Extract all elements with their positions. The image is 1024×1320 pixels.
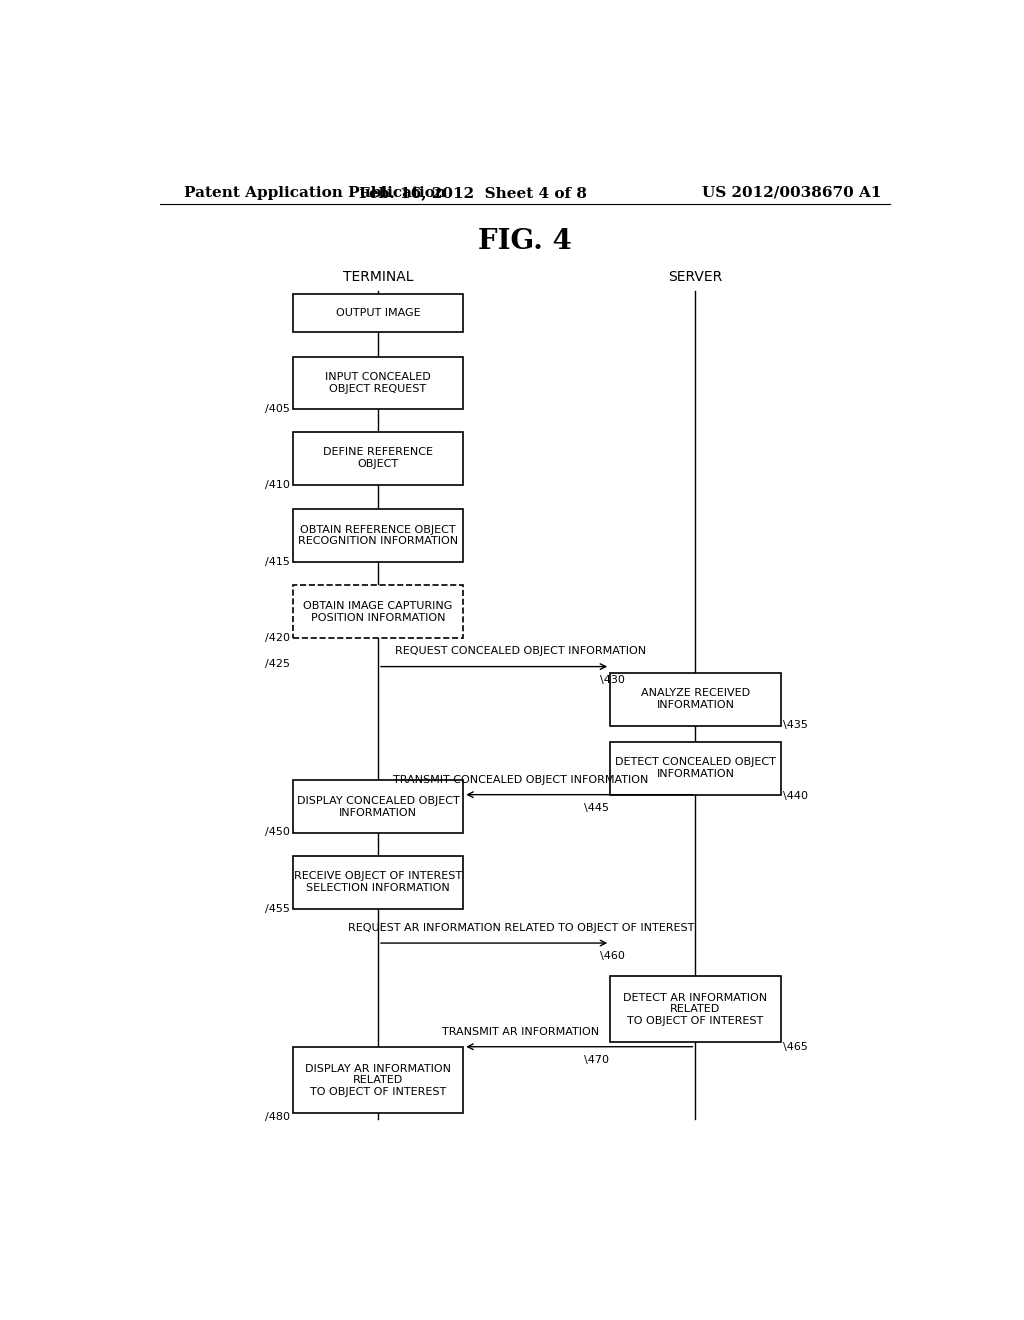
Bar <box>293 585 463 638</box>
Text: SERVER: SERVER <box>669 271 723 284</box>
Text: TRANSMIT CONCEALED OBJECT INFORMATION: TRANSMIT CONCEALED OBJECT INFORMATION <box>393 775 648 784</box>
Bar <box>293 356 463 409</box>
Bar <box>293 293 463 333</box>
Text: ANALYZE RECEIVED
INFORMATION: ANALYZE RECEIVED INFORMATION <box>641 688 750 710</box>
Text: /415: /415 <box>265 557 290 566</box>
Text: DETECT CONCEALED OBJECT
INFORMATION: DETECT CONCEALED OBJECT INFORMATION <box>615 758 776 779</box>
Bar <box>293 855 463 908</box>
Text: /480: /480 <box>265 1111 290 1122</box>
Text: \440: \440 <box>783 791 808 801</box>
Text: OBTAIN IMAGE CAPTURING
POSITION INFORMATION: OBTAIN IMAGE CAPTURING POSITION INFORMAT… <box>303 601 453 623</box>
Text: REQUEST CONCEALED OBJECT INFORMATION: REQUEST CONCEALED OBJECT INFORMATION <box>395 647 646 656</box>
Bar <box>610 975 780 1043</box>
Text: TRANSMIT AR INFORMATION: TRANSMIT AR INFORMATION <box>442 1027 599 1036</box>
Text: \465: \465 <box>783 1041 808 1052</box>
Bar <box>293 1047 463 1113</box>
Bar <box>293 510 463 562</box>
Text: OBTAIN REFERENCE OBJECT
RECOGNITION INFORMATION: OBTAIN REFERENCE OBJECT RECOGNITION INFO… <box>298 524 458 546</box>
Text: INPUT CONCEALED
OBJECT REQUEST: INPUT CONCEALED OBJECT REQUEST <box>325 372 431 393</box>
Text: Feb. 16, 2012  Sheet 4 of 8: Feb. 16, 2012 Sheet 4 of 8 <box>359 186 587 199</box>
Text: Patent Application Publication: Patent Application Publication <box>183 186 445 199</box>
Text: FIG. 4: FIG. 4 <box>478 228 571 255</box>
Text: \430: \430 <box>600 675 625 685</box>
Text: US 2012/0038670 A1: US 2012/0038670 A1 <box>702 186 882 199</box>
Text: /410: /410 <box>265 479 290 490</box>
Bar <box>610 742 780 795</box>
Text: /455: /455 <box>265 903 290 913</box>
Text: /420: /420 <box>265 634 290 643</box>
Text: DEFINE REFERENCE
OBJECT: DEFINE REFERENCE OBJECT <box>323 447 433 469</box>
Text: /405: /405 <box>265 404 290 414</box>
Bar <box>610 673 780 726</box>
Text: DISPLAY CONCEALED OBJECT
INFORMATION: DISPLAY CONCEALED OBJECT INFORMATION <box>297 796 460 817</box>
Text: /450: /450 <box>265 828 290 837</box>
Bar <box>293 432 463 484</box>
Text: REQUEST AR INFORMATION RELATED TO OBJECT OF INTEREST: REQUEST AR INFORMATION RELATED TO OBJECT… <box>347 923 694 933</box>
Bar <box>293 780 463 833</box>
Text: \470: \470 <box>585 1055 609 1065</box>
Text: \445: \445 <box>585 803 609 813</box>
Text: DISPLAY AR INFORMATION
RELATED
TO OBJECT OF INTEREST: DISPLAY AR INFORMATION RELATED TO OBJECT… <box>305 1064 451 1097</box>
Text: TERMINAL: TERMINAL <box>343 271 414 284</box>
Text: DETECT AR INFORMATION
RELATED
TO OBJECT OF INTEREST: DETECT AR INFORMATION RELATED TO OBJECT … <box>624 993 767 1026</box>
Text: /425: /425 <box>265 659 290 668</box>
Text: OUTPUT IMAGE: OUTPUT IMAGE <box>336 308 420 318</box>
Text: RECEIVE OBJECT OF INTEREST
SELECTION INFORMATION: RECEIVE OBJECT OF INTEREST SELECTION INF… <box>294 871 462 892</box>
Text: \460: \460 <box>600 952 625 961</box>
Text: \435: \435 <box>783 719 808 730</box>
